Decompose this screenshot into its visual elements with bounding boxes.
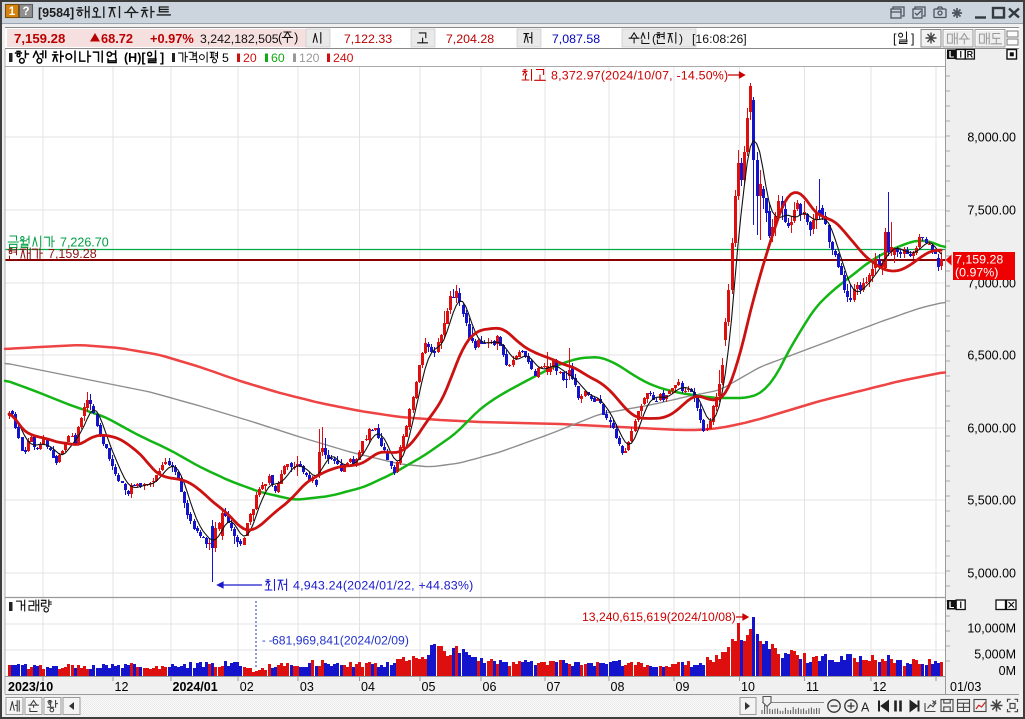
svg-text:5,500.00: 5,500.00	[967, 494, 1016, 508]
svg-text:7,226.70: 7,226.70	[60, 236, 109, 250]
svg-text:2024/01: 2024/01	[173, 680, 218, 694]
svg-text:[16:08:26]: [16:08:26]	[692, 32, 747, 46]
svg-text:3,242,182,505: 3,242,182,505	[200, 32, 279, 46]
svg-text:): )	[294, 31, 298, 45]
svg-text:6,000.00: 6,000.00	[967, 422, 1016, 436]
svg-text:12: 12	[115, 680, 129, 694]
svg-text:5,000M: 5,000M	[974, 648, 1016, 662]
svg-text:13,240,615,619(2024/10/08): 13,240,615,619(2024/10/08)	[582, 610, 736, 624]
svg-text:R: R	[967, 50, 974, 60]
svg-text:11: 11	[806, 680, 819, 694]
svg-text:02: 02	[240, 680, 254, 694]
svg-text:(H)[: (H)[	[124, 51, 146, 65]
svg-text:(0.97%): (0.97%)	[955, 266, 998, 280]
svg-text:68.72: 68.72	[101, 31, 133, 46]
svg-text:10,000M: 10,000M	[967, 622, 1016, 636]
svg-text:- -: - -	[262, 635, 273, 647]
svg-text:I: I	[959, 600, 962, 610]
svg-text:07: 07	[547, 680, 561, 694]
svg-text:(: (	[652, 32, 656, 46]
svg-text:12: 12	[873, 680, 887, 694]
svg-text:240: 240	[333, 51, 354, 65]
svg-text:681,969,841(2024/02/09): 681,969,841(2024/02/09)	[272, 634, 409, 648]
svg-text:7,122.33: 7,122.33	[344, 32, 392, 46]
svg-text:L: L	[949, 600, 955, 610]
svg-text:8,000.00: 8,000.00	[967, 131, 1016, 145]
svg-text:A: A	[861, 701, 870, 715]
svg-text:[9584]: [9584]	[38, 6, 74, 20]
svg-text:7,204.28: 7,204.28	[446, 32, 494, 46]
svg-text:+0.97%: +0.97%	[150, 31, 194, 46]
svg-text:5: 5	[222, 51, 229, 65]
svg-text:7,500.00: 7,500.00	[967, 204, 1016, 218]
svg-text:10: 10	[741, 680, 755, 694]
svg-text:1: 1	[9, 6, 16, 18]
svg-text:2023/10: 2023/10	[8, 680, 53, 694]
svg-text:]: ]	[911, 32, 914, 46]
svg-text:6,500.00: 6,500.00	[967, 349, 1016, 363]
svg-text:7,159.28: 7,159.28	[14, 31, 65, 46]
svg-text:09: 09	[676, 680, 690, 694]
svg-text:[: [	[893, 32, 897, 46]
svg-text:]: ]	[160, 51, 164, 65]
svg-text:I: I	[959, 50, 962, 60]
svg-text:01/03: 01/03	[950, 680, 981, 694]
svg-text:4,943.24(2024/01/22, +44.83%): 4,943.24(2024/01/22, +44.83%)	[293, 579, 473, 593]
svg-text:08: 08	[611, 680, 625, 694]
svg-text:05: 05	[422, 680, 436, 694]
svg-text:7,159.28: 7,159.28	[48, 247, 97, 261]
svg-text:7,087.58: 7,087.58	[552, 32, 600, 46]
svg-text:0M: 0M	[999, 664, 1016, 678]
svg-text:04: 04	[361, 680, 375, 694]
svg-text:60: 60	[271, 51, 285, 65]
svg-text:?: ?	[22, 6, 29, 18]
svg-text:5,000.00: 5,000.00	[967, 567, 1016, 581]
svg-text:06: 06	[483, 680, 497, 694]
svg-text:8,372.97(2024/10/07, -14.50%): 8,372.97(2024/10/07, -14.50%)	[551, 69, 728, 83]
svg-text:(: (	[278, 31, 283, 45]
svg-text:120: 120	[299, 51, 320, 65]
svg-text:20: 20	[243, 51, 257, 65]
svg-text:): )	[679, 32, 683, 46]
svg-text:7,159.28: 7,159.28	[955, 253, 1003, 267]
svg-text:L: L	[949, 50, 955, 60]
svg-text:03: 03	[300, 680, 314, 694]
